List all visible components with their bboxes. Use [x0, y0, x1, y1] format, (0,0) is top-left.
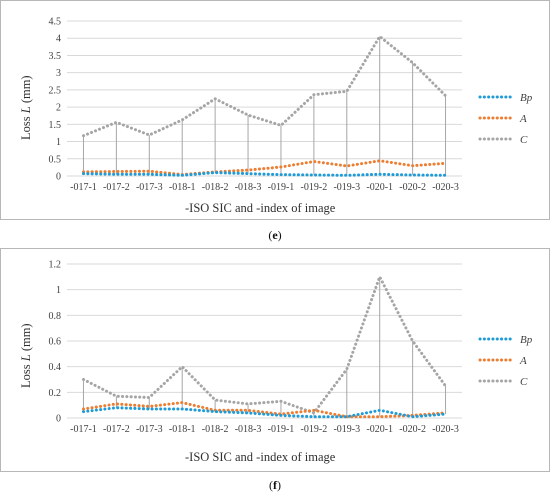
y-axis-title-e: Loss L (mm) — [19, 75, 33, 140]
x-tick-label: -017-3 — [136, 424, 163, 435]
x-tick-label: -018-3 — [235, 182, 262, 193]
chart-panel-e: 0 0.5 1 1.5 2 2.5 3 3.5 4 4.5 -017-1 -017-2 -017-3 -0… — [0, 0, 550, 220]
x-tick-label: -019-2 — [301, 182, 328, 193]
legend-label-c: C — [520, 134, 528, 146]
caption-e: (e) — [268, 228, 281, 242]
x-tick-label: -018-3 — [235, 424, 262, 435]
x-tick-label: -019-3 — [333, 182, 360, 193]
y-tick-label: 0.4 — [49, 362, 62, 373]
y-tick-label: 3 — [56, 68, 61, 79]
legend-label-bp: Bp — [520, 92, 533, 104]
y-tick-label: 2 — [56, 103, 61, 114]
x-tick-label: -017-1 — [70, 182, 97, 193]
x-tick-label: -017-2 — [103, 424, 130, 435]
y-tick-label: 0.5 — [49, 154, 62, 165]
legend-label-c: C — [520, 376, 528, 388]
series-line-a — [82, 159, 447, 177]
x-tick-label: -018-1 — [169, 182, 196, 193]
x-tick-label: -017-1 — [70, 424, 97, 435]
x-tick-label: -020-2 — [399, 182, 426, 193]
y-tick-label: 4 — [56, 34, 61, 45]
x-tick-label: -020-3 — [432, 424, 459, 435]
series-line-c — [82, 273, 447, 415]
series-line-a — [82, 401, 447, 419]
series-line-c — [82, 34, 447, 138]
series-line-bp — [82, 171, 447, 177]
y-tick-label: 1 — [56, 285, 61, 296]
x-tick-label: -020-2 — [399, 424, 426, 435]
y-tick-label: 0 — [56, 172, 61, 183]
panel-f-frame — [0, 248, 550, 472]
x-tick-label: -020-1 — [366, 182, 393, 193]
x-tick-label: -019-2 — [301, 424, 328, 435]
plot-area-f: 0 0.2 0.4 0.6 0.8 1 1.2 -017-1 -017-2 -017-3 -018-… — [49, 260, 462, 435]
y-tick-label: 1 — [56, 137, 61, 148]
legend-label-a: A — [519, 355, 527, 367]
x-tick-label: -017-2 — [103, 182, 130, 193]
y-tick-label: 0 — [56, 414, 61, 425]
caption-f: (f) — [269, 478, 281, 492]
y-tick-label: 2.5 — [49, 85, 62, 96]
x-tick-label: -018-2 — [202, 424, 229, 435]
y-tick-label: 0.8 — [49, 311, 62, 322]
legend-e: Bp AC — [478, 92, 533, 146]
plot-area-e: 0 0.5 1 1.5 2 2.5 3 3.5 4 4.5 -017-1 -017-2 -017-3 -0… — [49, 17, 462, 193]
x-tick-label: -019-1 — [268, 182, 295, 193]
legend-label-a: A — [519, 113, 527, 125]
y-tick-label: 0.2 — [49, 388, 62, 399]
y-tick-label: 0.6 — [49, 337, 62, 348]
x-tick-label: -019-3 — [333, 424, 360, 435]
y-tick-label: 4.5 — [49, 17, 62, 28]
x-tick-label: -018-1 — [169, 424, 196, 435]
x-tick-label: -018-2 — [202, 182, 229, 193]
chart-panel-f: 0 0.2 0.4 0.6 0.8 1 1.2 -017-1 -017-2 -017-3 -018-… — [0, 248, 550, 472]
legend-f: Bp AC — [478, 334, 533, 388]
y-axis-title-f: Loss L (mm) — [19, 323, 33, 388]
series-line-bp — [82, 406, 447, 419]
x-tick-label: -020-3 — [432, 182, 459, 193]
x-tick-label: -019-1 — [268, 424, 295, 435]
legend-label-bp: Bp — [520, 334, 533, 346]
x-axis-title-e: -ISO SIC and -index of image — [185, 201, 336, 215]
y-tick-label: 1.5 — [49, 120, 62, 131]
x-axis-title-f: -ISO SIC and -index of image — [185, 450, 336, 464]
x-tick-label: -020-1 — [366, 424, 393, 435]
y-tick-label: 3.5 — [49, 51, 62, 62]
x-tick-label: -017-3 — [136, 182, 163, 193]
y-tick-label: 1.2 — [49, 260, 62, 271]
